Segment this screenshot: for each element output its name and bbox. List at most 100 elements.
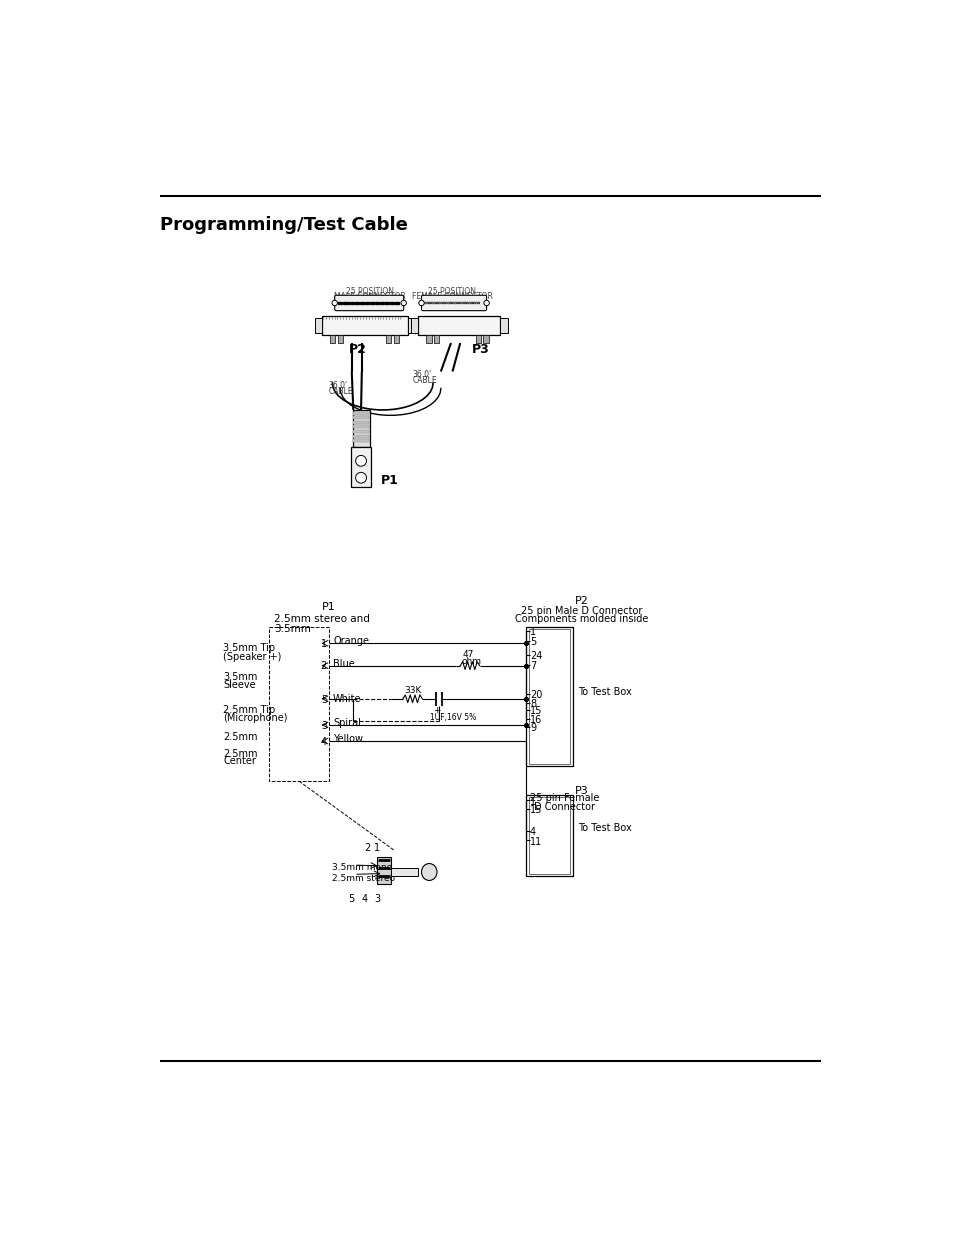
Text: 11: 11: [530, 836, 541, 846]
Bar: [394, 336, 398, 343]
Circle shape: [400, 300, 406, 306]
Bar: [353, 416, 369, 419]
Circle shape: [473, 303, 475, 304]
Bar: [353, 410, 369, 447]
Text: 2.5mm Tip: 2.5mm Tip: [223, 705, 275, 715]
Text: Sleeve: Sleeve: [223, 679, 255, 689]
Text: 25 POSITION: 25 POSITION: [428, 287, 476, 296]
Bar: [407, 317, 415, 333]
Bar: [499, 317, 507, 333]
Text: Center: Center: [223, 757, 255, 767]
Text: 4: 4: [530, 827, 536, 837]
Text: 5: 5: [320, 694, 327, 704]
Text: 9: 9: [530, 724, 536, 734]
Text: Spiral: Spiral: [333, 718, 360, 727]
Text: 1: 1: [530, 797, 536, 806]
Text: 16: 16: [530, 715, 541, 725]
Circle shape: [477, 303, 479, 304]
Circle shape: [355, 472, 366, 483]
Text: 36.0': 36.0': [412, 370, 431, 379]
Circle shape: [436, 303, 437, 304]
Circle shape: [424, 303, 426, 304]
Circle shape: [429, 303, 431, 304]
Text: ohm: ohm: [460, 657, 480, 666]
Bar: [483, 336, 488, 343]
Circle shape: [447, 303, 449, 304]
Text: 2: 2: [364, 842, 370, 852]
Circle shape: [426, 303, 428, 304]
Circle shape: [450, 303, 452, 304]
Bar: [351, 447, 371, 487]
Text: CABLE: CABLE: [412, 377, 436, 385]
Bar: [353, 411, 369, 415]
Text: MALE CONNECTOR: MALE CONNECTOR: [334, 293, 405, 301]
Circle shape: [456, 303, 458, 304]
Bar: [314, 317, 322, 333]
Bar: [269, 627, 329, 782]
Text: Orange: Orange: [333, 636, 369, 646]
Text: 1: 1: [320, 638, 327, 650]
Bar: [529, 629, 569, 764]
Text: 15: 15: [530, 805, 542, 815]
Text: P3: P3: [575, 785, 588, 795]
Text: (Speaker +): (Speaker +): [223, 652, 281, 662]
Ellipse shape: [421, 863, 436, 881]
Text: P1: P1: [321, 603, 335, 613]
Circle shape: [418, 300, 424, 306]
Text: 15: 15: [530, 706, 542, 716]
Bar: [337, 336, 343, 343]
Text: P2: P2: [348, 343, 366, 356]
Text: 5: 5: [348, 894, 355, 904]
Text: 36.0': 36.0': [328, 380, 347, 390]
Text: 20: 20: [530, 690, 542, 700]
Circle shape: [468, 303, 470, 304]
Circle shape: [461, 303, 463, 304]
Bar: [353, 440, 369, 442]
Text: 8: 8: [530, 699, 536, 709]
Circle shape: [483, 300, 489, 306]
Bar: [353, 435, 369, 437]
Circle shape: [466, 303, 468, 304]
Bar: [385, 336, 391, 343]
Text: 3: 3: [374, 894, 380, 904]
Text: 3.5mm mono: 3.5mm mono: [332, 863, 393, 872]
Circle shape: [445, 303, 447, 304]
Text: 1: 1: [530, 627, 536, 637]
Bar: [434, 336, 439, 343]
Text: 25 pin Female: 25 pin Female: [530, 793, 598, 804]
Text: 3: 3: [320, 721, 327, 731]
Text: 2.5mm: 2.5mm: [223, 748, 257, 758]
Text: +: +: [433, 706, 440, 715]
Bar: [410, 317, 418, 333]
Text: 1: 1: [374, 842, 380, 852]
Text: 2: 2: [320, 662, 327, 672]
Bar: [330, 336, 335, 343]
Circle shape: [452, 303, 454, 304]
Circle shape: [458, 303, 460, 304]
Text: P1: P1: [381, 474, 398, 487]
Text: White: White: [333, 694, 361, 704]
Text: CABLE: CABLE: [328, 387, 353, 396]
Text: 2.5mm: 2.5mm: [223, 732, 257, 742]
Text: 25 pin Male D Connector: 25 pin Male D Connector: [520, 605, 642, 615]
Bar: [377, 857, 391, 883]
Text: 4: 4: [320, 737, 327, 747]
Circle shape: [431, 303, 433, 304]
Text: 2.5mm stereo: 2.5mm stereo: [332, 873, 395, 883]
Bar: [353, 430, 369, 433]
Bar: [322, 316, 407, 336]
FancyBboxPatch shape: [335, 295, 403, 311]
Text: 7: 7: [530, 661, 536, 671]
Text: 24: 24: [530, 651, 542, 661]
Circle shape: [332, 300, 337, 306]
Bar: [529, 797, 569, 874]
Bar: [525, 627, 572, 766]
Circle shape: [471, 303, 473, 304]
Text: To Test Box: To Test Box: [578, 823, 631, 832]
Text: Blue: Blue: [333, 658, 355, 668]
Text: To Test Box: To Test Box: [578, 687, 631, 698]
Text: 2.5mm stereo and: 2.5mm stereo and: [274, 614, 370, 624]
Bar: [353, 421, 369, 424]
Text: Components molded inside: Components molded inside: [515, 614, 648, 624]
Bar: [476, 336, 480, 343]
